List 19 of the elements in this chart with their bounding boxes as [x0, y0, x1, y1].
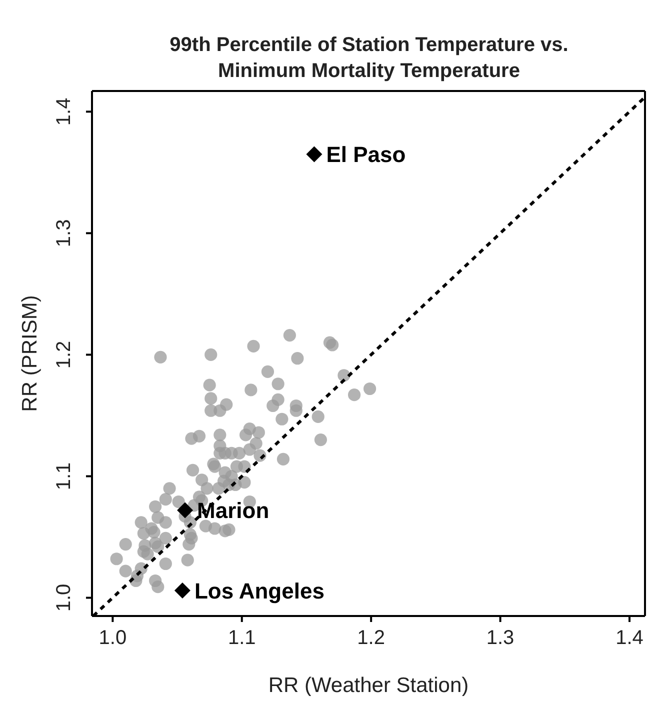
- x-tick-label: 1.1: [228, 627, 256, 650]
- annotation: Los Angeles: [194, 578, 324, 604]
- y-axis-title: RR (PRISM): [18, 295, 42, 412]
- chart-title: 99th Percentile of Station Temperature vs. Minimum Mortality Temperature: [168, 33, 570, 84]
- point: [177, 502, 194, 518]
- x-tick-label: 1.4: [616, 627, 644, 650]
- x-tick-label: 1.2: [357, 627, 385, 650]
- y-tick-label: 1.4: [53, 98, 75, 126]
- x-tick-label: 1.0: [98, 627, 127, 650]
- y-tick-label: 1.1: [53, 462, 75, 490]
- x-tick-label: 1.3: [486, 627, 514, 650]
- point: [306, 146, 322, 162]
- y-tick-label: 1.0: [53, 584, 75, 612]
- y-tick-label: 1.2: [53, 340, 75, 369]
- x-axis-title: RR (Weather Station): [268, 674, 469, 697]
- annotation: El Paso: [326, 142, 406, 168]
- y-tick-label: 1.3: [53, 219, 75, 248]
- point: [174, 582, 190, 598]
- annotation: Marion: [197, 498, 270, 524]
